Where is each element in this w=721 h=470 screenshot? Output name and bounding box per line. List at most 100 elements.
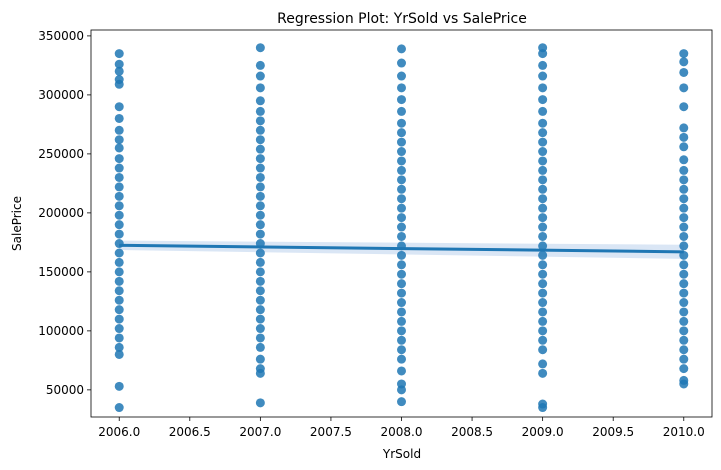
data-point [114, 135, 124, 145]
plot-area [114, 43, 689, 413]
data-point [538, 250, 548, 260]
data-point [679, 298, 689, 308]
x-tick-label: 2007.5 [310, 425, 352, 439]
data-point [114, 286, 124, 296]
data-point [114, 342, 124, 352]
data-point [397, 106, 406, 116]
data-point [679, 260, 689, 270]
data-point [679, 155, 689, 165]
data-point [114, 349, 124, 359]
data-point [538, 316, 548, 326]
data-point [397, 194, 406, 204]
data-point [114, 257, 124, 267]
x-tick-label: 2006.0 [98, 425, 140, 439]
data-point [679, 213, 689, 223]
data-point [114, 324, 124, 334]
data-point [397, 231, 406, 241]
data-point [114, 295, 124, 305]
data-point [397, 298, 406, 308]
data-point [538, 156, 548, 166]
data-point [397, 83, 406, 93]
data-point [255, 305, 265, 315]
x-tick-label: 2006.5 [169, 425, 211, 439]
data-point [679, 364, 689, 374]
data-point [397, 366, 406, 376]
data-point [255, 342, 265, 352]
data-point [255, 116, 265, 126]
data-point [397, 203, 406, 213]
x-tick-label: 2007.0 [239, 425, 281, 439]
data-point [114, 172, 124, 182]
data-point [397, 156, 406, 166]
data-point [679, 123, 689, 133]
data-point [538, 269, 548, 279]
scatter-points [114, 43, 689, 413]
data-point [679, 307, 689, 317]
data-point [255, 295, 265, 305]
data-point [538, 298, 548, 308]
data-point [538, 118, 548, 128]
data-point [114, 305, 124, 315]
data-point [255, 182, 265, 192]
data-point [679, 316, 689, 326]
data-point [538, 203, 548, 213]
x-axis-label: YrSold [382, 447, 421, 461]
data-point [538, 345, 548, 355]
data-point [538, 222, 548, 232]
data-point [679, 67, 689, 77]
x-tick-label: 2008.0 [381, 425, 423, 439]
chart-title: Regression Plot: YrSold vs SalePrice [277, 11, 527, 27]
data-point [114, 125, 124, 135]
data-point [538, 213, 548, 223]
data-point [397, 397, 406, 407]
y-tick-label: 250000 [38, 147, 84, 161]
data-point [255, 172, 265, 182]
data-point [538, 231, 548, 241]
data-point [679, 354, 689, 364]
y-tick-label: 300000 [38, 88, 84, 102]
data-point [538, 184, 548, 194]
data-point [679, 269, 689, 279]
data-point [679, 49, 689, 59]
data-point [255, 83, 265, 93]
data-point [114, 113, 124, 123]
data-point [397, 118, 406, 128]
data-point [397, 71, 406, 81]
data-point [538, 260, 548, 270]
data-point [538, 49, 548, 59]
data-point [255, 333, 265, 343]
x-tick-label: 2009.0 [522, 425, 564, 439]
data-point [679, 194, 689, 204]
data-point [255, 163, 265, 173]
data-point [255, 125, 265, 135]
data-point [255, 154, 265, 164]
data-point [538, 279, 548, 289]
y-axis: 50000 100000 150000 200000 250000 300000 35000… [38, 29, 91, 397]
data-point [255, 314, 265, 324]
data-point [538, 403, 548, 413]
data-point [679, 184, 689, 194]
data-point [255, 398, 265, 408]
data-point [255, 267, 265, 277]
data-point [397, 184, 406, 194]
data-point [397, 345, 406, 355]
data-point [397, 250, 406, 260]
data-point [397, 128, 406, 138]
data-point [679, 379, 689, 389]
data-point [114, 403, 124, 413]
data-point [255, 354, 265, 364]
data-point [538, 288, 548, 298]
data-point [114, 220, 124, 230]
data-point [538, 241, 548, 251]
data-point [679, 57, 689, 67]
data-point [679, 231, 689, 241]
data-point [255, 144, 265, 154]
x-axis: 2006.0 2006.5 2007.0 2007.5 2008.0 2008.5 2009… [98, 417, 705, 439]
data-point [255, 43, 265, 53]
data-point [397, 95, 406, 105]
data-point [538, 326, 548, 336]
data-point [255, 71, 265, 81]
data-point [255, 276, 265, 286]
data-point [538, 60, 548, 70]
